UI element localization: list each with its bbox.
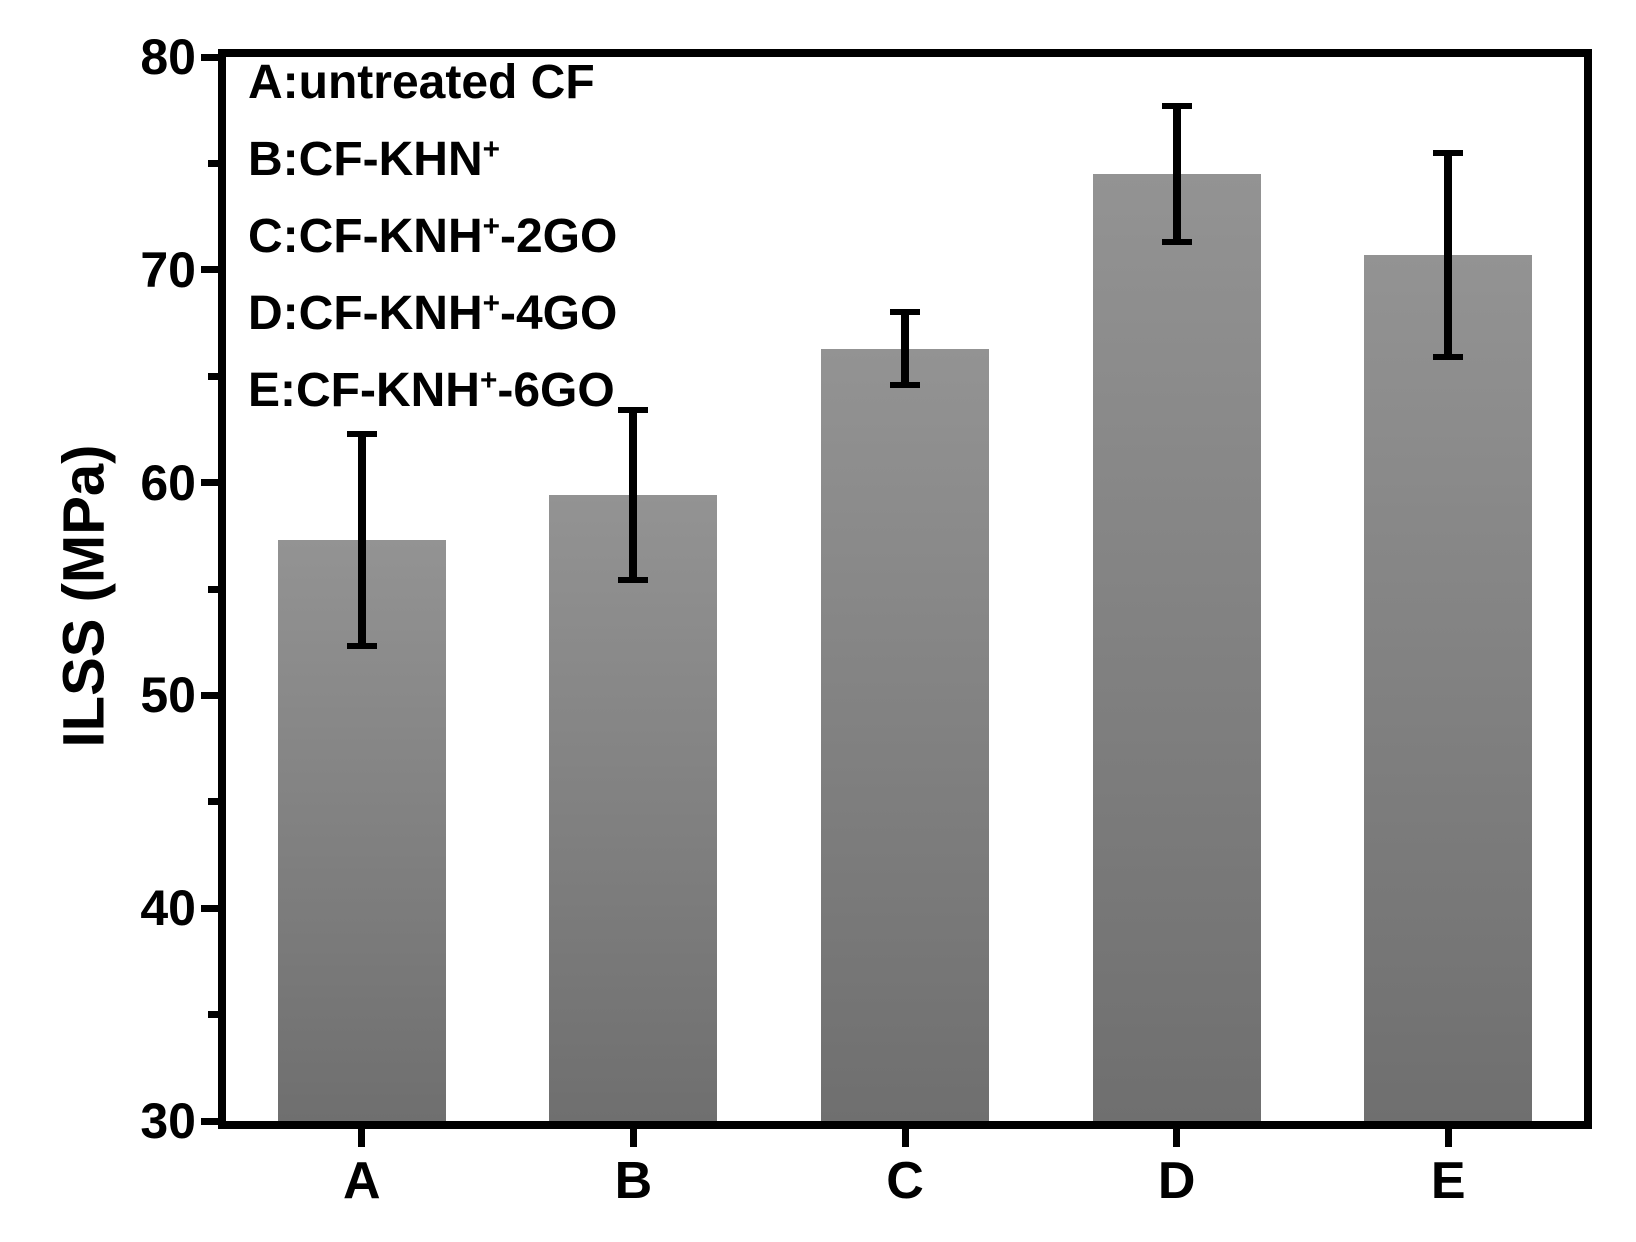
error-cap-bottom-C (890, 381, 920, 388)
error-bar-B (629, 410, 638, 581)
error-cap-top-B (618, 407, 649, 414)
error-cap-top-D (1161, 102, 1192, 109)
y-tick-label-40: 40 (140, 880, 196, 937)
bar-C (821, 348, 989, 1121)
y-major-tick-60 (201, 479, 218, 487)
legend-item-e: E:CF-KNH+-6GO (248, 363, 615, 417)
error-bar-D (1172, 105, 1181, 243)
error-bar-C (901, 312, 909, 385)
error-cap-bottom-E (1433, 354, 1464, 361)
x-tick-label-E: E (1430, 1152, 1466, 1210)
x-tick-label-D: D (1157, 1152, 1196, 1210)
y-major-tick-40 (201, 904, 218, 912)
y-minor-tick-45 (208, 798, 218, 806)
legend-item-b: B:CF-KHN+ (248, 132, 500, 186)
x-tick-E (1444, 1129, 1452, 1147)
y-minor-tick-55 (208, 585, 218, 593)
legend: A:untreated CF B:CF-KHN+ C:CF-KNH+-2GO D… (248, 47, 617, 432)
error-bar-A (357, 433, 366, 647)
bar-D (1092, 174, 1261, 1121)
y-minor-tick-35 (208, 1011, 218, 1019)
y-major-tick-70 (201, 266, 218, 274)
error-cap-bottom-B (618, 577, 649, 584)
y-minor-tick-75 (208, 159, 218, 167)
error-cap-bottom-D (1161, 239, 1192, 246)
legend-item-a: A:untreated CF (248, 56, 595, 109)
y-tick-label-70: 70 (140, 241, 196, 298)
y-major-tick-80 (201, 53, 218, 61)
error-cap-top-E (1433, 149, 1464, 156)
y-tick-label-30: 30 (140, 1093, 196, 1149)
y-major-tick-30 (201, 1117, 218, 1125)
bar-E (1364, 254, 1533, 1121)
x-tick-label-C: C (886, 1152, 924, 1210)
y-minor-tick-65 (208, 372, 218, 380)
bars-layer (226, 57, 1584, 1121)
bar-B (549, 495, 718, 1121)
x-tick-C (901, 1129, 909, 1147)
y-tick-label-80: 80 (140, 29, 196, 85)
error-cap-top-C (890, 309, 920, 316)
y-major-tick-50 (201, 691, 218, 699)
legend-item-c: C:CF-KNH+-2GO (248, 209, 618, 263)
error-bar-E (1444, 152, 1453, 358)
x-tick-B (629, 1129, 637, 1147)
y-tick-label-50: 50 (140, 667, 196, 724)
x-tick-label-A: A (343, 1152, 381, 1210)
error-cap-top-A (346, 430, 377, 437)
error-cap-bottom-A (346, 643, 377, 650)
plot-area: A:untreated CF B:CF-KHN+ C:CF-KNH+-2GO D… (218, 49, 1592, 1129)
x-tick-A (358, 1129, 366, 1147)
x-tick-D (1173, 1129, 1181, 1147)
y-tick-label-60: 60 (140, 454, 196, 511)
x-tick-label-B: B (614, 1152, 653, 1210)
legend-item-d: D:CF-KNH+-4GO (248, 286, 618, 340)
